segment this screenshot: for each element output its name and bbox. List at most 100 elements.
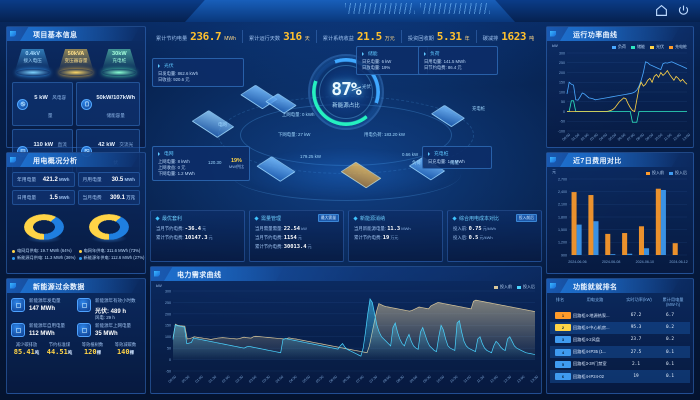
- y-tick: 2,400: [558, 190, 567, 194]
- wind-icon: [17, 98, 28, 110]
- grid-icon: [77, 323, 91, 337]
- legend-swatch: [669, 171, 673, 175]
- table-column-header: 排名: [555, 297, 565, 302]
- y-tick: 200: [559, 71, 565, 75]
- legend-swatch: [612, 45, 616, 49]
- bar-投入后-5: [660, 189, 666, 255]
- legend-swatch: [12, 249, 15, 253]
- y-tick: 300: [559, 51, 565, 55]
- x-tick: 03:30: [262, 375, 271, 384]
- power-chart: -100 -50 0 50 100 150 200 250 300 00:00 01:00 02:00…: [558, 51, 691, 142]
- panel-body: kW 负荷 储能 光伏 充电桩 -100 -50 0 50 100 150 200 250 300 00…: [547, 41, 693, 147]
- legend-text: 新能源月供电: 11.3 MWh (36%): [17, 255, 76, 260]
- home-icon[interactable]: [655, 4, 668, 22]
- panel-header: 功能就就排名: [547, 279, 693, 293]
- legend-text: 充电桩: [675, 44, 687, 49]
- usage-cell: 年用电量 421.2 MWh: [12, 172, 75, 187]
- new-energy-item: 新能源年上网电量 35 MWh: [77, 323, 141, 337]
- y-tick: 900: [561, 253, 567, 257]
- infobox-row: 日发电量: 862.6 kWh: [158, 70, 199, 76]
- grid-share-badge: 19% MW供比: [229, 158, 244, 170]
- infobox-title: 光伏: [158, 62, 238, 69]
- usage-cell: 月用电量 30.5 MWh: [77, 172, 140, 187]
- x-tick: 10:30: [449, 375, 458, 384]
- kpi-unit: MWh: [224, 36, 236, 42]
- new-energy-text: 新能源年有效小时数 光伏: 489 h 风电: 29 h: [95, 298, 136, 321]
- power-value: 2.1: [632, 361, 640, 367]
- stat-row-value: 0.5: [468, 235, 479, 242]
- y-tick: -50: [560, 120, 565, 124]
- panel-title: 新能源过余数据: [33, 283, 85, 291]
- kpi-unit: 万元: [384, 36, 395, 42]
- kpi-label: 碳减排: [482, 36, 499, 42]
- kpi-item: 投资回收期 5.31 年: [402, 30, 477, 43]
- power-value: 23.7: [630, 337, 642, 343]
- x-tick: 11:00: [463, 375, 472, 384]
- x-tick: 07:30: [369, 375, 378, 384]
- table-row[interactable]: 2 回路柜4-中心机房... 95.3 0.2: [550, 321, 690, 334]
- x-tick: 09:00: [645, 133, 654, 142]
- x-tick: 01:00: [571, 133, 580, 142]
- usage-cell-unit: MWh: [123, 177, 136, 182]
- metric-label: 等效植树数: [81, 342, 104, 347]
- usage-cell-value: 1.5 MWh: [49, 195, 70, 201]
- stat-card-tag[interactable]: 最大需量: [317, 214, 339, 222]
- legend-item: 投入前: [494, 284, 512, 290]
- usage-cell: 当月电费 309.1 万元: [77, 190, 140, 205]
- y-tick: 50: [167, 347, 171, 351]
- capacity-value: 5 kW: [34, 95, 48, 101]
- table-row[interactable]: 6 回路柜4-IP24-02 19 0.1: [550, 370, 690, 383]
- new-energy-item: 新能源年自用电量 112 MWh: [11, 323, 75, 337]
- x-tick: 03:00: [248, 375, 257, 384]
- x-tick: 03:00: [589, 133, 598, 142]
- circuit-name: 回路柜4-地源热泵...: [573, 312, 610, 318]
- x-tick: 09:00: [409, 375, 418, 384]
- panel-title: 电力需求曲线: [177, 271, 222, 279]
- panel-demand-curve: 电力需求曲线 kW 投入前 投入后 -50 0 50 100 150 200 250 300 00…: [150, 266, 542, 394]
- x-tick: 04:00: [599, 133, 608, 142]
- cone-label: 充电桩: [112, 58, 127, 63]
- x-tick: 01:30: [208, 375, 217, 384]
- flow-label: 120.30: [208, 160, 222, 165]
- circuit-name: 回路柜4-中心机房...: [573, 324, 610, 330]
- flow-label: 电网: [218, 122, 227, 127]
- legend-text: 光伏: [656, 44, 664, 49]
- table-row[interactable]: 4 回路柜4-IP35 (1... 27.5 0.1: [550, 346, 690, 359]
- capacity-value: 50kW/107kWh: [96, 95, 135, 101]
- bar-投入前-0: [571, 192, 577, 255]
- panel-project-overview: 项目基本信息 0.4kV 接入电压 50kVA 变压器容量: [6, 26, 146, 173]
- infobox-solar: 光伏 日发电量: 862.6 kWh 日收益: 920.6 元: [152, 58, 244, 87]
- series-line-光伏: [567, 69, 688, 113]
- energy-value: 6.7: [666, 313, 674, 319]
- stat-row-unit: 元/kWh: [481, 226, 496, 231]
- table-row[interactable]: 1 回路柜4-地源热泵... 67.2 6.7: [550, 310, 690, 322]
- table-column-header: 用电支路: [586, 297, 604, 302]
- panel-body: 排名 用电支路 实时功率(kW) 累计用电量 (MW·h) 1 回路柜4-地源热泵...…: [547, 293, 693, 393]
- x-tick: 2024-06-08: [602, 260, 620, 264]
- panel-header: 近7日费用对比: [547, 153, 693, 167]
- flow-label: 用电负荷: 183.20 kW: [364, 132, 405, 137]
- infobox-row: 日放电量: 19%: [362, 64, 391, 70]
- power-value: 95.3: [630, 325, 642, 331]
- stat-card-tag[interactable]: 投入前后: [515, 214, 537, 222]
- bar-投入后-2: [610, 254, 616, 255]
- stat-row-item: 累计节约电费: 19 万元: [354, 235, 399, 242]
- power-icon[interactable]: [677, 4, 690, 22]
- table-row[interactable]: 5 回路柜3-3#门禁室 2.1 0.1: [550, 358, 690, 370]
- x-tick: 13:00: [682, 133, 691, 142]
- table-row[interactable]: 3 回路柜4-2风盘 23.7 0.2: [550, 334, 690, 346]
- stat-row-unit: 元: [296, 235, 302, 241]
- table-column-header: 实时功率(kW): [626, 297, 652, 302]
- cone-disc: [15, 69, 50, 76]
- app-header: [0, 0, 700, 22]
- kpi-item: 累计运行天数 316 天: [243, 30, 317, 43]
- cone-item: 0.4kV 接入电压: [13, 49, 53, 76]
- cone-value: 0.4kV: [25, 51, 40, 57]
- stat-card: 需量管理 最大需量 当月需量需量: 22.54 kW 当月节约电费: 1154 元累计…: [249, 210, 344, 262]
- capacity-card: 5 kW 风电容量: [12, 82, 74, 126]
- power-value: 67.2: [630, 313, 642, 319]
- solar-icon: [11, 298, 25, 312]
- stat-row-item: 当月需量需量: 22.54 kW: [255, 226, 307, 232]
- x-tick: 11:30: [476, 375, 485, 384]
- legend-text: 电网月供电: 19.7 MWh (64%): [17, 248, 72, 253]
